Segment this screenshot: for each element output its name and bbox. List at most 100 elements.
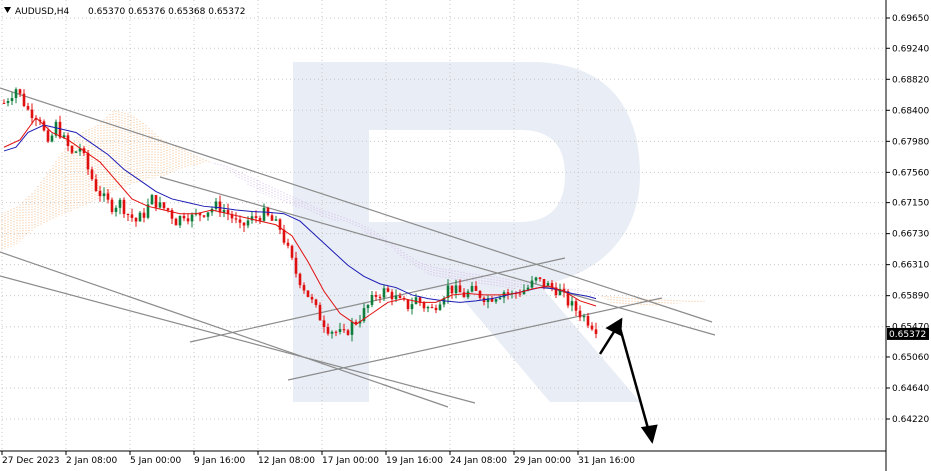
candle-body (446, 285, 450, 298)
candle-body (594, 329, 598, 334)
time-tick-label: 19 Jan 16:00 (386, 456, 443, 466)
candle-body (586, 316, 590, 326)
candle-body (290, 245, 294, 258)
candle-body (154, 195, 158, 208)
candle-body (170, 210, 174, 219)
candle-body (438, 304, 442, 311)
candle-body (570, 301, 574, 306)
candle-body (490, 298, 494, 302)
time-axis: 27 Dec 2023 2 Jan 08:00 5 Jan 00:00 9 Jan 1… (1, 451, 635, 466)
price-tick-label: 0.66730 (892, 230, 929, 240)
candle-body (566, 291, 570, 306)
candle-body (430, 307, 434, 309)
trendlines (0, 87, 716, 408)
candles (2, 87, 598, 342)
candle-body (178, 215, 182, 226)
candle-body (454, 285, 458, 294)
candle-body (450, 285, 454, 294)
candle-body (306, 290, 310, 297)
time-tick-label: 17 Jan 00:00 (322, 456, 379, 466)
candle-body (114, 207, 118, 212)
candle-body (186, 218, 190, 222)
candle-body (542, 278, 546, 287)
price-tick-label: 0.65060 (892, 353, 929, 363)
candle-body (206, 212, 210, 217)
candle-body (474, 285, 478, 291)
symbol-dropdown-icon[interactable] (4, 7, 11, 13)
current-price-label: 0.65372 (889, 330, 926, 340)
candle-body (558, 288, 562, 296)
candle-body (534, 277, 538, 281)
candle-body (414, 297, 418, 305)
time-tick-label: 2 Jan 08:00 (66, 456, 118, 466)
candle-body (322, 320, 326, 328)
candle-body (494, 299, 498, 302)
candle-body (122, 199, 126, 214)
candle-body (434, 307, 438, 311)
candle-body (126, 213, 130, 215)
candle-body (218, 201, 222, 213)
candle-body (274, 219, 278, 221)
candle-body (18, 89, 22, 94)
candle-body (466, 291, 470, 298)
candle-body (538, 277, 542, 279)
trendline-upper-channel-bottom (159, 176, 716, 336)
candle-body (174, 218, 178, 226)
candle-body (334, 331, 338, 333)
ohlc-values: 0.65370 0.65376 0.65368 0.65372 (88, 7, 245, 17)
candle-body (74, 151, 78, 153)
candle-body (346, 330, 350, 335)
candle-body (14, 89, 18, 99)
candle-body (250, 216, 254, 221)
grid (1, 0, 884, 450)
candle-body (50, 135, 54, 142)
candle-body (522, 289, 526, 295)
time-tick-label: 27 Dec 2023 (2, 456, 60, 466)
candle-body (338, 329, 342, 332)
candle-body (546, 283, 550, 287)
candle-body (166, 208, 170, 211)
candle-body (30, 109, 34, 119)
candle-body (302, 285, 306, 291)
candle-body (138, 212, 142, 222)
candle-body (110, 199, 114, 212)
candle-body (518, 293, 522, 295)
candle-body (294, 257, 298, 274)
candle-body (394, 295, 398, 300)
candle-body (270, 215, 274, 221)
candle-body (426, 307, 430, 309)
candle-body (22, 93, 26, 107)
time-tick-label: 12 Jan 08:00 (258, 456, 315, 466)
candle-body (42, 121, 46, 131)
price-tick-label: 0.68820 (892, 75, 929, 85)
candle-body (354, 321, 358, 324)
forecast-arrows (598, 317, 658, 444)
candle-body (574, 301, 578, 311)
forecast-arrow-down-head (640, 424, 658, 444)
candle-body (34, 118, 38, 120)
candle-body (310, 296, 314, 300)
price-tick-label: 0.67150 (892, 199, 929, 209)
candle-body (378, 296, 382, 298)
price-tick-label: 0.68400 (892, 106, 929, 116)
candle-body (582, 316, 586, 318)
time-tick-label: 29 Jan 00:00 (514, 456, 571, 466)
candle-body (458, 285, 462, 293)
candle-body (262, 207, 266, 221)
candle-body (254, 216, 258, 219)
candle-body (526, 287, 530, 290)
candle-body (150, 195, 154, 205)
candle-body (314, 299, 318, 305)
candle-body (162, 202, 166, 209)
candle-body (38, 119, 42, 122)
candle-body (90, 169, 94, 180)
candle-body (98, 190, 102, 197)
time-tick-label: 24 Jan 08:00 (450, 456, 507, 466)
price-tick-label: 0.65470 (892, 323, 929, 333)
candle-body (10, 98, 14, 102)
candle-body (134, 217, 138, 222)
candle-body (246, 220, 250, 226)
trendline-triangle-bottom (287, 297, 663, 381)
candle-body (382, 288, 386, 298)
